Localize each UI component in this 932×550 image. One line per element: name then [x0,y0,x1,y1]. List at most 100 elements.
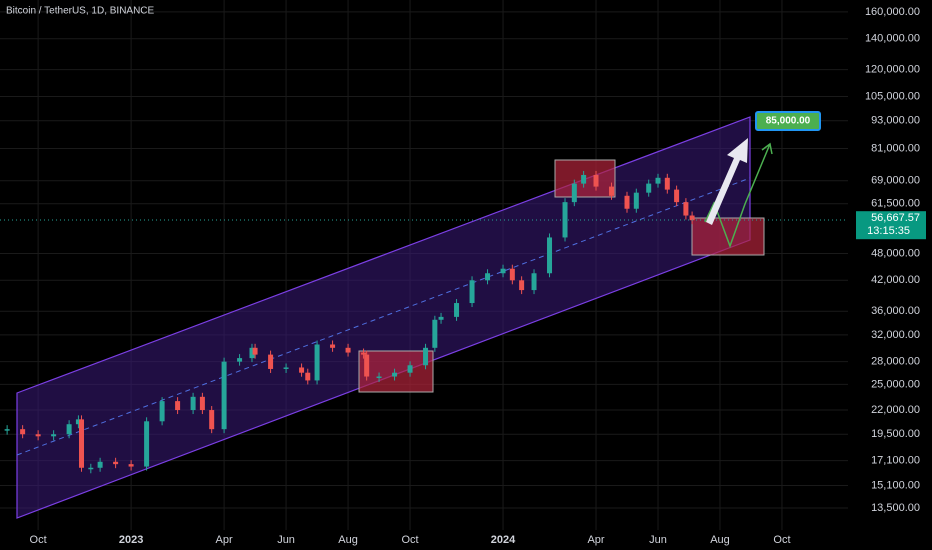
candle [20,429,26,435]
candle [624,195,630,209]
candle [655,177,661,184]
candle [144,421,150,467]
y-tick-label: 105,000.00 [865,90,920,102]
last-price-badge [856,211,926,240]
y-tick-label: 22,000.00 [871,404,920,416]
candle [237,358,243,362]
x-tick-label: Apr [216,534,233,546]
candle [305,372,311,381]
x-tick-label: Aug [338,534,358,546]
candle [345,347,351,353]
y-tick-label: 81,000.00 [871,142,920,154]
target-label: 85,000.00 [766,116,811,127]
candle [97,461,103,468]
candle [299,367,305,373]
candle [159,401,165,422]
candle [364,354,370,377]
candle [88,467,94,470]
candle [35,434,41,437]
x-tick-label: 2023 [119,534,143,546]
candle [128,464,134,467]
target-arrow [706,138,748,225]
chart-title: Bitcoin / TetherUS, 1D, BINANCE [6,6,155,17]
candle [547,237,553,274]
candle [562,202,568,238]
y-tick-label: 36,000.00 [871,305,920,317]
candle [689,215,695,221]
channel-mid [16,177,751,456]
candle [664,177,670,190]
x-tick-label: Oct [401,534,418,546]
candle [392,372,398,377]
projection-path [704,143,771,249]
x-tick-label: Oct [30,534,47,546]
candle [330,344,336,348]
countdown: 13:15:35 [867,225,910,237]
candle [79,419,85,468]
y-tick-label: 19,500.00 [871,428,920,440]
candle [581,174,587,184]
y-tick-label: 25,000.00 [871,378,920,390]
candle [683,202,689,216]
zone-box [358,350,434,393]
candle [376,376,382,379]
candles [4,170,695,474]
x-tick-label: Jun [277,534,295,546]
y-tick-label: 13,500.00 [871,502,920,514]
candle [314,344,320,381]
candle [485,273,491,281]
candle [175,401,181,411]
y-tick-label: 160,000.00 [865,6,920,18]
candle [509,268,515,281]
candle [609,186,615,196]
x-tick-label: Oct [773,534,790,546]
candle [423,347,429,366]
x-tick-label: Apr [587,534,604,546]
y-tick-label: 42,000.00 [871,274,920,286]
y-tick-label: 61,500.00 [871,198,920,210]
y-tick-label: 120,000.00 [865,64,920,76]
candle [531,273,537,291]
x-tick-label: 2024 [491,534,516,546]
y-tick-label: 15,100.00 [871,479,920,491]
target-badge [755,111,821,131]
candle [51,434,57,437]
y-tick-label: 48,000.00 [871,247,920,259]
candle [361,352,367,355]
candle [407,365,413,373]
y-tick-label: 17,100.00 [871,455,920,467]
candle [75,419,81,425]
candle [209,410,215,430]
candle [571,183,577,203]
candle [593,174,599,187]
candle [519,280,525,291]
candle [633,192,639,209]
candle [268,354,274,369]
candle [469,280,475,304]
candle [252,347,258,355]
candle [500,268,506,274]
candle [4,429,10,431]
candle [438,316,444,320]
candle [454,303,460,317]
y-tick-label: 140,000.00 [865,33,920,45]
candle [221,361,227,430]
candle [249,347,255,359]
arrow-head [761,142,773,155]
candle [66,424,72,435]
candle [113,461,119,465]
candle [646,183,652,193]
y-tick-label: 32,000.00 [871,329,920,341]
price-axis [848,0,932,550]
candle [283,367,289,369]
x-tick-label: Jun [649,534,667,546]
candle [674,189,680,203]
candle [432,319,438,348]
y-tick-label: 28,000.00 [871,356,920,368]
last-price-label: 56,667.57 [871,212,920,224]
y-tick-label: 93,000.00 [871,115,920,127]
candle [190,396,196,411]
y-tick-label: 69,000.00 [871,175,920,187]
